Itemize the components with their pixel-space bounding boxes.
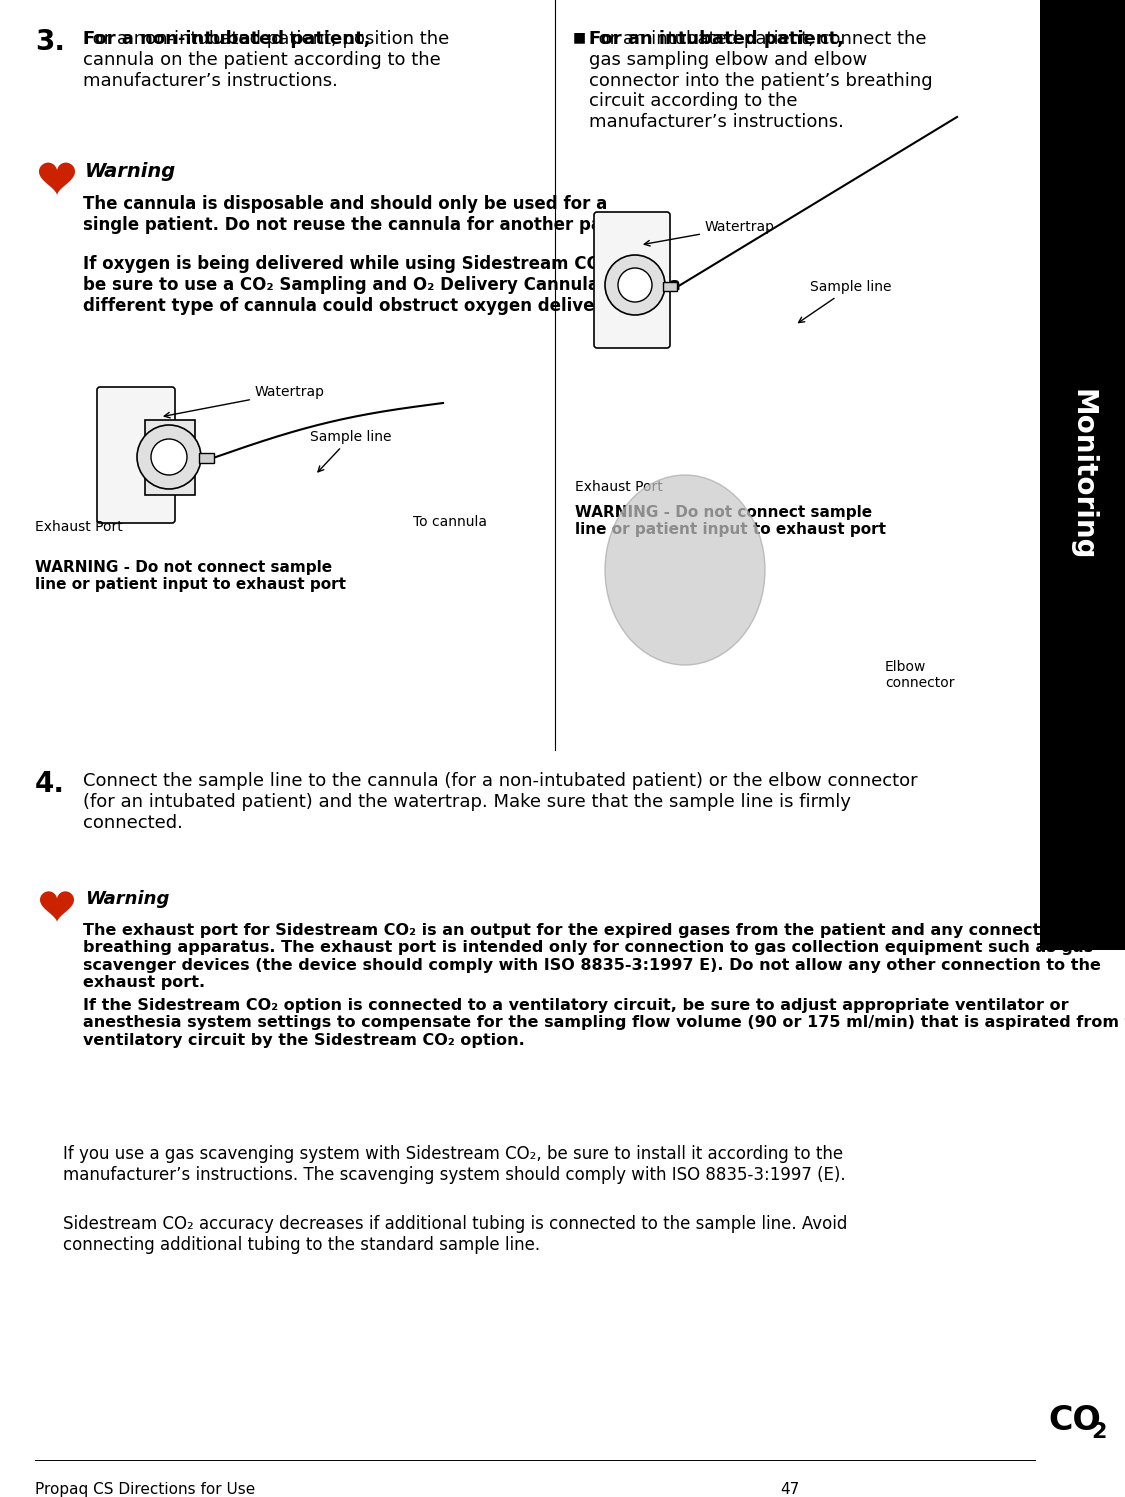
Bar [663, 281, 677, 290]
Text: For an intubated patient, connect the
gas sampling elbow and elbow
connector int: For an intubated patient, connect the ga… [590, 30, 933, 132]
Text: CO: CO [1048, 1404, 1100, 1437]
Text: For a non-intubated patient,: For a non-intubated patient, [83, 30, 370, 48]
Bar [145, 421, 195, 496]
PathPatch shape [39, 163, 75, 195]
Text: If you use a gas scavenging system with Sidestream CO₂, be sure to install it ac: If you use a gas scavenging system with … [63, 1145, 846, 1184]
Text: 4.: 4. [35, 769, 65, 798]
Text: WARNING - Do not connect sample
line or patient input to exhaust port: WARNING - Do not connect sample line or … [575, 504, 886, 537]
Text: Warning: Warning [86, 162, 177, 181]
Text: Watertrap: Watertrap [645, 220, 775, 246]
Text: If oxygen is being delivered while using Sidestream CO₂,
be sure to use a CO₂ Sa: If oxygen is being delivered while using… [83, 254, 681, 314]
Text: To cannula: To cannula [413, 515, 487, 528]
Text: Exhaust Port: Exhaust Port [35, 519, 123, 534]
Text: Connect the sample line to the cannula (for a non-intubated patient) or the elbo: Connect the sample line to the cannula (… [83, 772, 918, 832]
Text: Warning: Warning [86, 891, 170, 909]
FancyBboxPatch shape [97, 388, 176, 522]
Ellipse shape [605, 475, 765, 665]
Text: 3.: 3. [35, 28, 65, 55]
Text: If the Sidestream CO₂ option is connected to a ventilatory circuit, be sure to a: If the Sidestream CO₂ option is connecte… [83, 998, 1125, 1048]
Text: 47: 47 [780, 1482, 799, 1497]
Bar [1040, 0, 1125, 951]
Text: Monitoring: Monitoring [1069, 389, 1097, 561]
Text: Watertrap: Watertrap [164, 385, 325, 418]
Text: Sample line: Sample line [310, 430, 391, 472]
Text: Propaq CS Directions for Use: Propaq CS Directions for Use [35, 1482, 255, 1497]
Text: Sample line: Sample line [799, 280, 891, 322]
Text: WARNING - Do not connect sample
line or patient input to exhaust port: WARNING - Do not connect sample line or … [35, 560, 346, 593]
Bar [199, 454, 214, 463]
Text: 2: 2 [1091, 1422, 1106, 1442]
Text: Exhaust Port: Exhaust Port [575, 481, 663, 494]
Circle shape [137, 425, 201, 490]
Text: Elbow
connector: Elbow connector [885, 660, 954, 690]
Circle shape [618, 268, 652, 302]
Text: The cannula is disposable and should only be used for a
single patient. Do not r: The cannula is disposable and should onl… [83, 195, 654, 234]
Circle shape [151, 439, 187, 475]
PathPatch shape [40, 891, 74, 922]
Circle shape [605, 254, 665, 314]
Text: The exhaust port for Sidestream CO₂ is an output for the expired gases from the : The exhaust port for Sidestream CO₂ is a… [83, 924, 1101, 990]
FancyBboxPatch shape [594, 213, 670, 347]
Text: For an intubated patient,: For an intubated patient, [590, 30, 844, 48]
Text: Sidestream CO₂ accuracy decreases if additional tubing is connected to the sampl: Sidestream CO₂ accuracy decreases if add… [63, 1216, 847, 1254]
Text: ■: ■ [573, 30, 586, 43]
Text: For a non-intubated patient, position the
cannula on the patient according to th: For a non-intubated patient, position th… [83, 30, 449, 90]
